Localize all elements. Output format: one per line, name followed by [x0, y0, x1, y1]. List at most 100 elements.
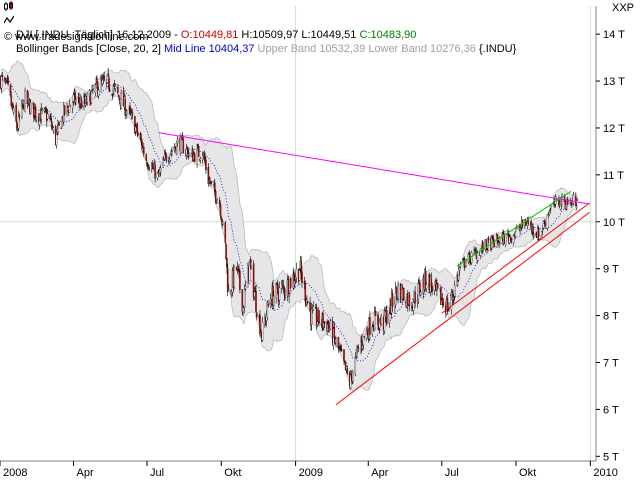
candle-body [431, 285, 433, 292]
candle-body [15, 104, 17, 122]
candle-body [243, 289, 246, 308]
candle-body [323, 321, 326, 324]
trendline-support-short [441, 202, 590, 314]
header-line-price: DJI [.INDU Täglich] 16.12.2009 - O:10449… [4, 1, 416, 42]
candle-body [298, 270, 301, 281]
candle-body [52, 127, 55, 132]
candle-body [391, 293, 394, 307]
candle-body [57, 124, 59, 133]
candle-body [363, 336, 365, 338]
candle-body [50, 121, 53, 128]
candle-body [216, 199, 218, 204]
candle-body [10, 96, 13, 107]
candle-body [287, 278, 290, 296]
candle-body [255, 291, 257, 312]
candle-body [250, 262, 252, 266]
candle-body [283, 287, 286, 296]
candle-body [163, 154, 166, 160]
close-value: C:10483,90 [356, 29, 417, 41]
candle-body [180, 136, 182, 154]
candle-body [117, 94, 120, 97]
candle-body [253, 291, 256, 297]
candle-body [558, 199, 560, 206]
candle-body [542, 221, 545, 229]
y-tick-label: 10 T [603, 217, 625, 229]
candle-body [361, 346, 364, 349]
x-tick-label: 2008 [3, 467, 27, 479]
candle-body [71, 102, 74, 109]
candle-body [90, 91, 93, 104]
candle-body [226, 268, 229, 292]
candle-body [549, 210, 551, 213]
x-tick-label: Jul [445, 467, 459, 479]
y-tick-label: 11 T [603, 170, 624, 182]
candle-body [433, 285, 436, 291]
candle-body [182, 139, 185, 154]
candle-body [335, 338, 337, 344]
candle-body [373, 311, 376, 331]
header-line-bollinger: Bollinger Bands [Close, 20, 2] Mid Line … [4, 15, 516, 56]
x-tick-label: 2010 [593, 467, 617, 479]
candle-body [374, 311, 377, 316]
candle-body [226, 258, 228, 268]
x-tick-label: Apr [76, 467, 93, 479]
candle-body [92, 88, 94, 91]
y-tick-label: 6 T [603, 404, 619, 416]
candle-body [131, 112, 134, 116]
candle-body [453, 296, 455, 298]
candle-body [436, 283, 439, 289]
candle-body [117, 86, 119, 93]
candle-body [329, 320, 332, 330]
candle-body [171, 150, 173, 153]
candle-body [21, 103, 23, 118]
candle-body [469, 255, 471, 264]
candle-body [395, 287, 398, 295]
candle-body [113, 83, 116, 87]
candle-body [107, 73, 109, 76]
candle-body [141, 141, 143, 150]
candle-body [412, 302, 415, 311]
y-tick-label: 8 T [603, 311, 619, 323]
indicator-symbol: {.INDU} [475, 43, 517, 55]
candle-body [0, 75, 3, 89]
candle-body [188, 153, 190, 156]
candle-body [159, 167, 162, 172]
candle-body [169, 154, 172, 161]
candle-body [532, 225, 534, 234]
candle-body [277, 284, 279, 294]
candle-body [205, 160, 207, 170]
candle-body [210, 181, 213, 183]
candle-body [294, 280, 296, 285]
candle-body [337, 337, 340, 349]
gridlines [0, 6, 596, 461]
trendline-channel-top [456, 190, 572, 267]
candle-body [289, 277, 292, 288]
candle-body [493, 240, 495, 247]
candle-body [508, 236, 511, 243]
copyright-text: © www.tradesignalonline.com [4, 31, 149, 43]
candle-body [60, 127, 63, 129]
candle-body [4, 78, 6, 80]
candle-body [29, 102, 32, 114]
candle-body [241, 289, 244, 313]
candle-body [357, 347, 360, 350]
candlesticks [0, 67, 579, 390]
candle-body [186, 146, 189, 150]
candle-body [154, 164, 156, 179]
candle-body [9, 84, 12, 96]
candle-body [546, 214, 549, 229]
candle-body [207, 167, 210, 184]
candle-body [239, 270, 241, 290]
x-tick-label: Okt [519, 467, 536, 479]
candle-body [465, 261, 467, 266]
candle-body [447, 309, 449, 311]
candle-body [316, 321, 319, 325]
candle-body [28, 98, 30, 101]
candle-body [108, 78, 110, 90]
candle-body [103, 76, 105, 81]
upper-band-value: Upper Band 10532,39 [254, 43, 366, 55]
candle-body [441, 298, 444, 304]
candle-body [318, 310, 320, 324]
candle-body [58, 121, 60, 126]
candle-body [312, 306, 315, 311]
